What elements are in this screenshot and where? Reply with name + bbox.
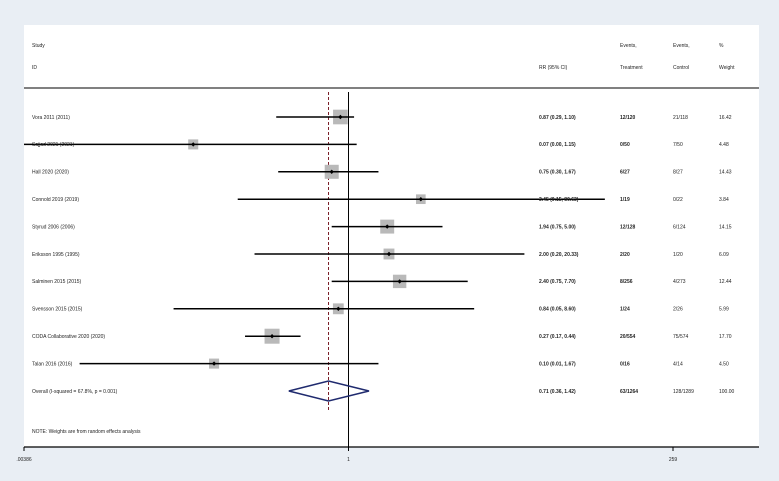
study-point <box>397 279 402 284</box>
plot-panel <box>24 25 759 447</box>
x-tick-label: 259 <box>669 457 678 463</box>
plot-marks: Vora 2011 (2011) 0.87 (0.29, 1.10) 12/120 2… <box>24 92 735 447</box>
study-rr-ci: 2.40 (0.75, 7.70) <box>539 279 576 285</box>
study-label: Svensson 2015 (2015) <box>32 307 83 313</box>
study-events-treatment: 0/16 <box>620 361 630 367</box>
x-tick-label: 1 <box>347 457 350 463</box>
study-label: CODA Collaborative 2020 (2020) <box>32 334 105 340</box>
overall-weight: 100.00 <box>719 389 735 395</box>
study-events-treatment: 12/120 <box>620 115 636 121</box>
study-label: Styrud 2006 (2006) <box>32 224 75 230</box>
study-events-control: 4/273 <box>673 279 686 285</box>
study-label: Vora 2011 (2011) <box>32 115 70 121</box>
x-axis-ticks: .00386 1 259 <box>16 447 677 463</box>
study-events-treatment: 6/27 <box>620 170 630 176</box>
study-events-control: 0/22 <box>673 197 683 203</box>
study-rr-ci: 0.10 (0.01, 1.67) <box>539 361 576 367</box>
study-rr-ci: 0.27 (0.17, 0.44) <box>539 334 576 340</box>
study-rr-ci: 3.45 (0.15, 80.63) <box>539 197 579 203</box>
study-events-control: 2/26 <box>673 307 683 313</box>
study-events-treatment: 20/554 <box>620 334 636 340</box>
study-point <box>329 169 334 174</box>
study-label: Talan 2016 (2016) <box>32 361 73 367</box>
study-weight: 16.42 <box>719 115 732 121</box>
overall-events-treatment: 63/1264 <box>620 389 638 395</box>
study-events-control: 4/14 <box>673 361 683 367</box>
study-events-treatment: 2/20 <box>620 252 630 258</box>
study-events-control: 21/118 <box>673 115 688 121</box>
header-events-control-1: Events, <box>673 43 690 49</box>
study-events-control: 7/50 <box>673 142 683 148</box>
study-rr-ci: 0.84 (0.05, 8.60) <box>539 307 576 313</box>
study-rr-ci: 0.07 (0.00, 1.15) <box>539 142 576 148</box>
study-events-treatment: 12/128 <box>620 224 636 230</box>
header-study: Study <box>32 43 45 49</box>
study-rr-ci: 2.00 (0.20, 20.33) <box>539 252 579 258</box>
study-weight: 4.48 <box>719 142 729 148</box>
study-point <box>338 114 343 120</box>
study-events-control: 1/20 <box>673 252 683 258</box>
study-weight: 5.99 <box>719 307 729 313</box>
study-point <box>191 142 196 147</box>
study-weight: 12.44 <box>719 279 732 285</box>
study-events-treatment: 8/256 <box>620 279 633 285</box>
study-events-control: 6/124 <box>673 224 686 230</box>
study-events-treatment: 1/19 <box>620 197 630 203</box>
header-id: ID <box>32 65 37 71</box>
header-events-treatment-1: Events, <box>620 43 637 49</box>
study-weight: 3.84 <box>719 197 729 203</box>
study-label: Sajjad 2021 (2021) <box>32 142 75 148</box>
study-point <box>336 306 341 311</box>
overall-diamond <box>288 380 370 402</box>
header-events-control-2: Control <box>673 65 689 71</box>
study-weight: 6.09 <box>719 252 729 258</box>
study-point <box>386 251 392 257</box>
study-label: Hall 2020 (2020) <box>32 170 69 176</box>
x-tick-label: .00386 <box>16 457 32 463</box>
study-point <box>418 197 424 202</box>
header-rr: RR (95% CI) <box>539 65 568 71</box>
note-text: NOTE: Weights are from random effects an… <box>32 429 141 435</box>
study-point <box>385 224 390 229</box>
study-label: Connold 2019 (2019) <box>32 197 79 203</box>
study-weight: 14.43 <box>719 170 732 176</box>
study-events-control: 75/574 <box>673 334 689 340</box>
overall-rr-ci: 0.71 (0.36, 1.42) <box>539 389 576 395</box>
study-point <box>269 334 275 339</box>
study-weight: 17.70 <box>719 334 732 340</box>
study-label: Eriksson 1995 (1995) <box>32 252 80 258</box>
study-rr-ci: 0.75 (0.30, 1.67) <box>539 170 576 176</box>
study-weight: 14.15 <box>719 224 732 230</box>
study-point <box>211 361 217 366</box>
study-events-treatment: 0/50 <box>620 142 630 148</box>
study-events-control: 8/27 <box>673 170 683 176</box>
study-events-treatment: 1/24 <box>620 307 630 313</box>
study-rr-ci: 0.87 (0.29, 1.10) <box>539 115 576 121</box>
header-events-treatment-2: Treatment <box>620 65 643 71</box>
study-rr-ci: 1.94 (0.75, 5.00) <box>539 224 576 230</box>
overall-label: Overall (I-squared = 67.8%, p = 0.001) <box>32 389 118 395</box>
header-weight-2: Weight <box>719 65 735 71</box>
header-weight-1: % <box>719 43 724 49</box>
study-weight: 4.50 <box>719 361 729 367</box>
study-label: Salminen 2015 (2015) <box>32 279 82 285</box>
overall-events-control: 128/1289 <box>673 389 694 395</box>
